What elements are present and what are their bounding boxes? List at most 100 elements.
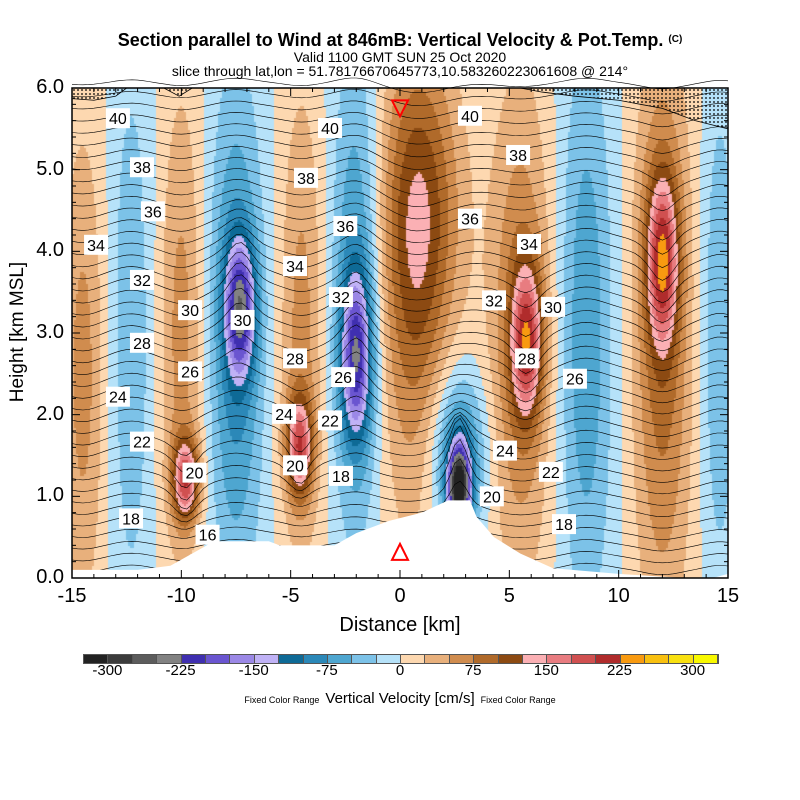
theta-label: 22 xyxy=(538,461,563,482)
theta-label-box xyxy=(283,455,308,476)
colorbar-swatch xyxy=(596,655,621,663)
theta-label-text: 30 xyxy=(544,300,562,317)
theta-label-text: 40 xyxy=(109,111,127,128)
colorbar-swatch xyxy=(230,655,255,663)
colorbar-swatch xyxy=(425,655,450,663)
theta-label-text: 16 xyxy=(199,528,217,545)
theta-label: 30 xyxy=(230,309,255,330)
y-tick-label: 5.0 xyxy=(36,157,64,180)
theta-label-box xyxy=(328,287,353,308)
isentrope-line xyxy=(71,480,729,523)
theta-label-box xyxy=(552,514,576,535)
theta-label-box xyxy=(129,269,154,290)
theta-label-box xyxy=(328,465,353,486)
isentrope-line xyxy=(71,168,729,197)
theta-label-text: 28 xyxy=(518,351,536,368)
theta-label: 22 xyxy=(129,431,154,452)
theta-label-text: 20 xyxy=(186,466,204,483)
slice-location: slice through lat,lon = 51.7817667064577… xyxy=(171,63,629,79)
theta-label-box xyxy=(457,208,482,229)
theta-label-box xyxy=(517,233,542,254)
isentrope-line xyxy=(71,312,729,374)
isentrope-line xyxy=(71,407,729,453)
theta-label-text: 34 xyxy=(520,237,538,254)
isentrope-line xyxy=(71,225,729,281)
theta-label-text: 18 xyxy=(555,517,573,534)
isentrope-line xyxy=(71,157,729,183)
theta-label-text: 20 xyxy=(286,458,304,475)
theta-label-text: 38 xyxy=(509,148,527,165)
theta-label-text: 36 xyxy=(144,204,162,221)
theta-label-box xyxy=(129,157,154,178)
y-tick-label: 0.0 xyxy=(36,566,64,588)
isentrope-line xyxy=(71,458,729,517)
colorbar-swatch xyxy=(84,655,109,663)
isentrope-line xyxy=(71,425,729,501)
colorbar-swatch xyxy=(157,655,182,663)
theta-label-box xyxy=(283,256,308,277)
theta-label-box xyxy=(230,309,255,330)
theta-label-text: 22 xyxy=(133,435,151,452)
theta-labels: 40 38 36 34 32 30 28 26 24 22 20 18 16 30 34 38 40 36 32 28… xyxy=(84,105,587,545)
colorbar-note-left: Fixed Color Range xyxy=(244,695,320,705)
theta-label: 26 xyxy=(178,361,203,382)
theta-label: 18 xyxy=(119,508,144,529)
theta-label-text: 34 xyxy=(87,238,105,255)
theta-label-text: 30 xyxy=(181,303,199,320)
colorbar-swatch xyxy=(449,655,475,663)
theta-label-box xyxy=(178,361,203,382)
theta-label-box xyxy=(482,290,507,311)
theta-label-text: 26 xyxy=(334,370,352,387)
x-tick-label: 5 xyxy=(503,585,515,607)
isentrope-lines xyxy=(71,77,729,576)
theta-label: 24 xyxy=(272,403,297,424)
colorbar-label: -225 xyxy=(165,662,196,679)
x-tick-label: -10 xyxy=(166,585,196,607)
theta-label: 34 xyxy=(283,256,308,277)
colorbar-label: 0 xyxy=(395,662,405,679)
theta-label-box xyxy=(182,462,207,483)
theta-label-box xyxy=(178,300,203,321)
y-tick-label: 4.0 xyxy=(36,239,64,262)
theta-label: 24 xyxy=(105,386,130,407)
theta-label: 16 xyxy=(195,524,220,545)
markers xyxy=(390,99,410,561)
theta-label-text: 40 xyxy=(321,121,339,138)
isentrope-line xyxy=(71,251,729,314)
theta-label: 18 xyxy=(552,514,576,535)
colorbar xyxy=(83,654,719,664)
isentrope-line xyxy=(71,123,729,145)
theta-label: 32 xyxy=(328,287,353,308)
isentrope-line xyxy=(71,411,729,465)
isentrope-line xyxy=(71,417,729,489)
theta-label-text: 20 xyxy=(483,489,501,506)
theta-label: 22 xyxy=(318,410,343,431)
theta-label-text: 36 xyxy=(461,212,479,229)
y-tick-label: 3.0 xyxy=(36,321,64,343)
valid-time: Valid 1100 GMT SUN 25 Oct 2020 xyxy=(293,49,507,65)
theta-label: 28 xyxy=(283,348,308,369)
theta-label-text: 32 xyxy=(485,293,503,310)
theta-label-box xyxy=(541,296,566,317)
theta-label: 32 xyxy=(482,290,507,311)
theta-label-box xyxy=(105,108,130,129)
theta-label: 26 xyxy=(331,367,356,388)
theta-label-box xyxy=(514,348,539,369)
stippled-region xyxy=(71,87,128,101)
colorbar-swatch xyxy=(108,655,133,663)
colorbar-label: 75 xyxy=(464,662,482,679)
colorbar-title: Fixed Color Range Vertical Velocity [cm/s… xyxy=(0,690,800,707)
theta-label-box xyxy=(293,167,318,188)
colorbar-swatch xyxy=(523,655,548,663)
theta-label: 20 xyxy=(283,455,308,476)
isentrope-line xyxy=(71,365,729,412)
theta-label-box xyxy=(492,440,517,461)
theta-label-box xyxy=(538,461,563,482)
colorbar-swatch xyxy=(376,655,402,663)
theta-label-text: 24 xyxy=(109,390,127,407)
stippled-region xyxy=(163,87,194,97)
colorbar-swatch xyxy=(571,655,597,663)
theta-label-text: 18 xyxy=(122,511,140,528)
theta-label: 18 xyxy=(328,465,353,486)
colorbar-swatch xyxy=(693,655,719,663)
